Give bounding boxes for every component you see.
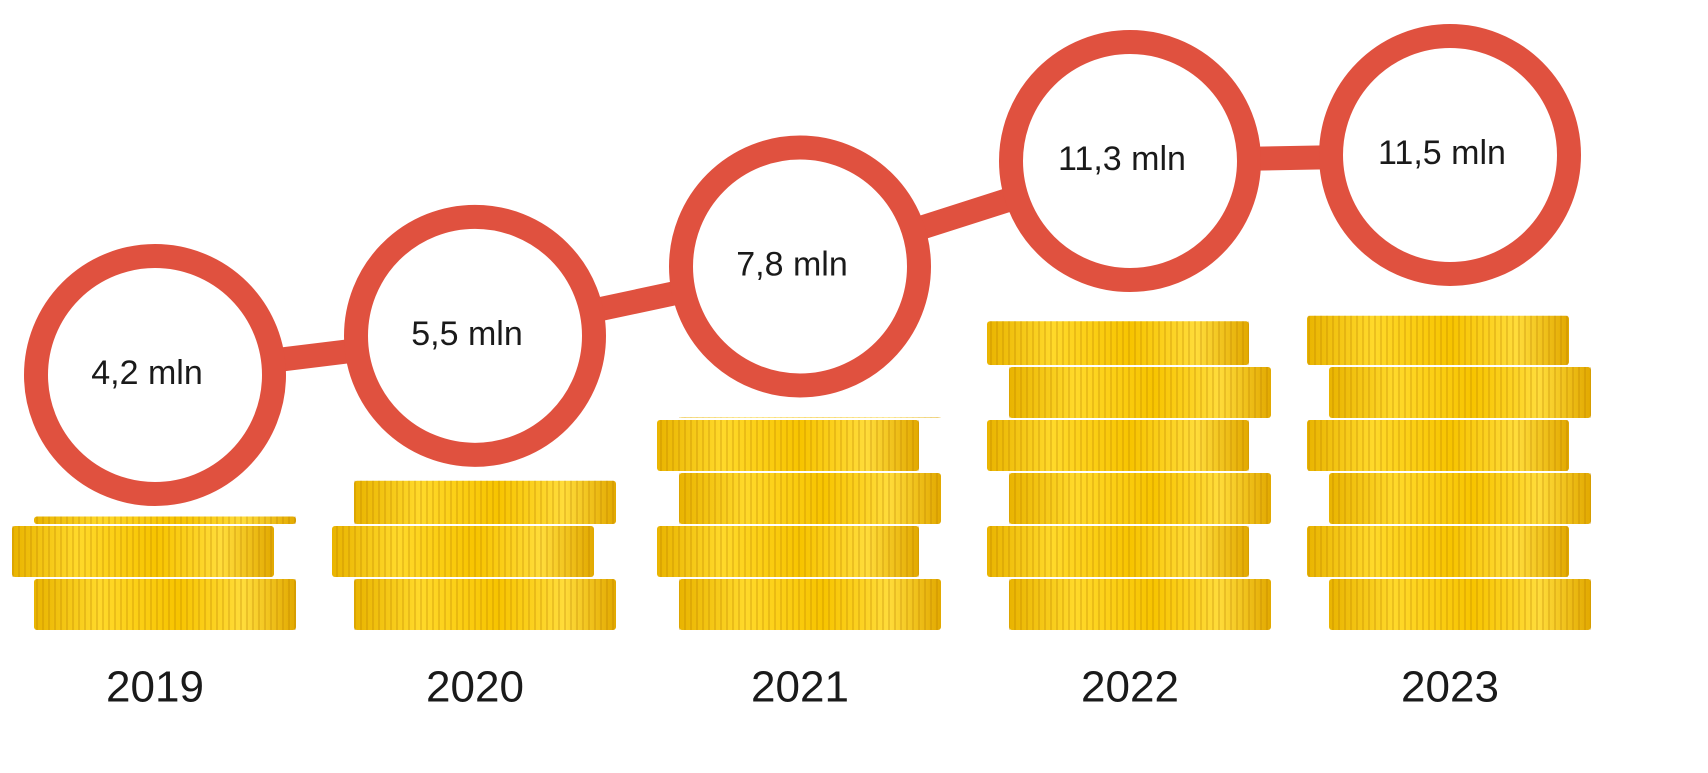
coin-ridges bbox=[1009, 579, 1271, 630]
coin-stack bbox=[657, 418, 941, 633]
coin-ridges bbox=[1307, 316, 1569, 365]
page: 4,2 mln 5,5 mln 7,8 mln 11,3 mln 11,5 mln 20… bbox=[0, 0, 1708, 773]
coin-ridges bbox=[1329, 473, 1591, 524]
coin-ridges bbox=[1009, 367, 1271, 418]
year-label: 2021 bbox=[751, 663, 849, 712]
coin-ridges bbox=[1329, 367, 1591, 418]
coin-ridges bbox=[1329, 579, 1591, 630]
coin-ridges bbox=[657, 526, 919, 577]
coin-ridges bbox=[987, 526, 1249, 577]
chart: 4,2 mln 5,5 mln 7,8 mln 11,3 mln 11,5 mln 20… bbox=[0, 0, 1708, 773]
coin-ridges bbox=[987, 321, 1249, 365]
value-label: 11,3 mln bbox=[1058, 140, 1186, 178]
coin-ridges bbox=[1307, 420, 1569, 471]
coin-stack bbox=[1307, 316, 1591, 632]
coin-stack bbox=[332, 481, 616, 632]
coin-ridges bbox=[679, 418, 941, 419]
coin-ridges bbox=[1307, 526, 1569, 577]
coin-ridges bbox=[332, 526, 594, 577]
coin-stack bbox=[12, 517, 296, 633]
coin-ridges bbox=[34, 579, 296, 630]
coin-ridges bbox=[987, 420, 1249, 471]
coin-ridges bbox=[354, 481, 616, 524]
coin-ridges bbox=[34, 517, 296, 525]
coin-ridges bbox=[657, 420, 919, 471]
coin-ridges bbox=[12, 526, 274, 577]
coin-ridges bbox=[679, 579, 941, 630]
value-label: 4,2 mln bbox=[91, 354, 203, 392]
year-label: 2020 bbox=[426, 663, 524, 712]
year-label: 2023 bbox=[1401, 663, 1499, 712]
coin-ridges bbox=[679, 473, 941, 524]
year-label: 2019 bbox=[106, 663, 204, 712]
value-label: 11,5 mln bbox=[1378, 134, 1506, 172]
value-label: 5,5 mln bbox=[411, 315, 523, 353]
year-label: 2022 bbox=[1081, 663, 1179, 712]
coin-ridges bbox=[1009, 473, 1271, 524]
value-label: 7,8 mln bbox=[736, 245, 848, 283]
coin-stack bbox=[987, 321, 1271, 632]
coin-ridges bbox=[354, 579, 616, 630]
